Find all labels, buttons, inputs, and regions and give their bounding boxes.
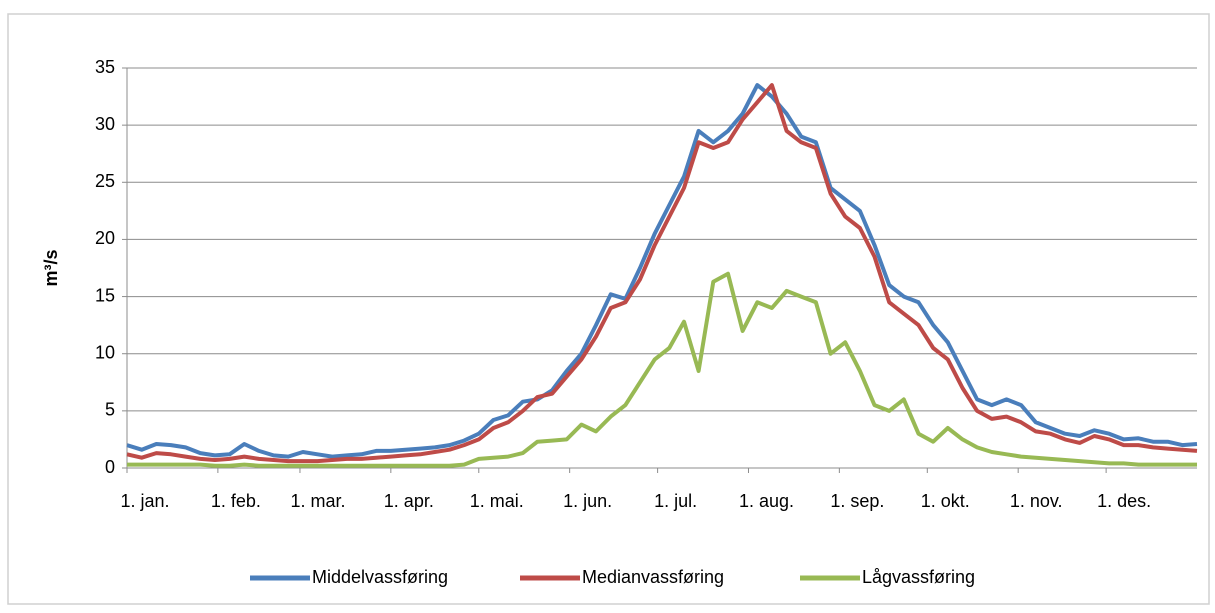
- y-tick-label: 15: [95, 285, 115, 305]
- x-tick-label: 1. feb.: [211, 491, 261, 511]
- y-tick-label: 30: [95, 114, 115, 134]
- series-line: [126, 83, 1198, 464]
- legend-label: Medianvassføring: [582, 567, 724, 587]
- y-tick-label: 5: [105, 400, 115, 420]
- x-tick-label: 1. jan.: [120, 491, 169, 511]
- legend-label: Middelvassføring: [312, 567, 448, 587]
- y-tick-label: 10: [95, 342, 115, 362]
- x-tick-label: 1. mai.: [470, 491, 524, 511]
- x-tick-label: 1. apr.: [384, 491, 434, 511]
- x-tick-label: 1. mar.: [290, 491, 345, 511]
- y-tick-label: 35: [95, 57, 115, 77]
- y-tick-label: 0: [105, 457, 115, 477]
- series-line: [127, 271, 1197, 468]
- x-tick-label: 1. aug.: [739, 491, 794, 511]
- x-tick-label: 1. des.: [1097, 491, 1151, 511]
- y-tick-label: 20: [95, 228, 115, 248]
- series-line: [126, 83, 1198, 459]
- x-tick-label: 1. jun.: [563, 491, 612, 511]
- y-axis-label: m³/s: [41, 249, 61, 286]
- x-tick-label: 1. okt.: [921, 491, 970, 511]
- legend-label: Lågvassføring: [862, 567, 975, 587]
- x-tick-label: 1. nov.: [1010, 491, 1063, 511]
- x-tick-label: 1. jul.: [654, 491, 697, 511]
- x-tick-label: 1. sep.: [830, 491, 884, 511]
- y-tick-label: 25: [95, 171, 115, 191]
